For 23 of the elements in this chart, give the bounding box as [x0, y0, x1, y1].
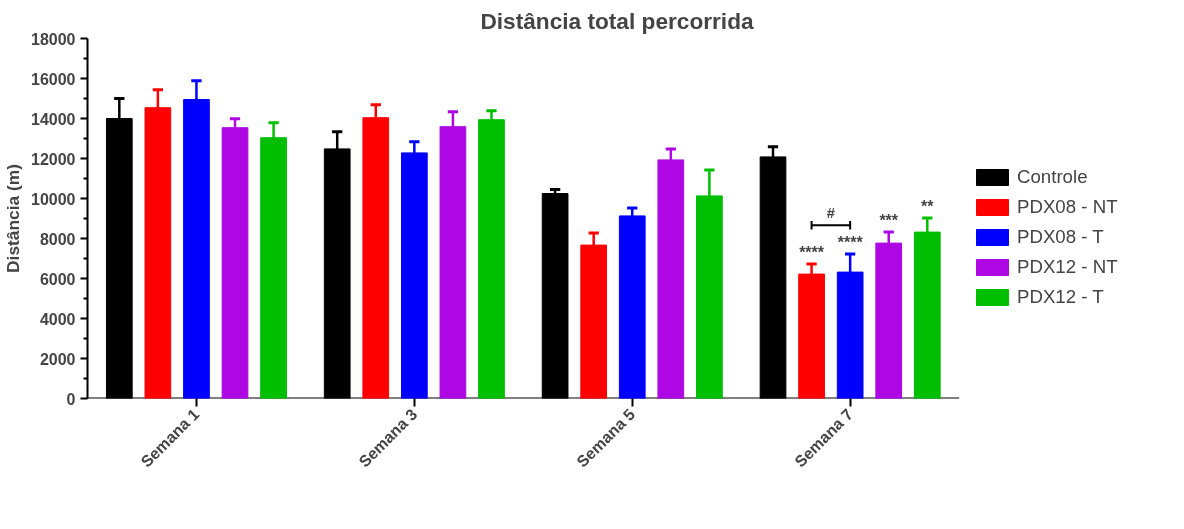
legend-label: Controle [1017, 166, 1088, 188]
chart-title: Distância total percorrida [480, 7, 755, 34]
y-tick-label: 4000 [39, 310, 76, 328]
y-axis-title: Distância (m) [3, 164, 24, 273]
data-label: **** [799, 244, 825, 262]
y-tick-label: 6000 [39, 270, 76, 288]
bar [541, 193, 569, 399]
data-label: **** [837, 234, 864, 252]
y-tick-label: 16000 [31, 70, 76, 88]
y-tick-label: 10000 [31, 190, 76, 208]
y-tick-label: 14000 [31, 110, 76, 128]
y-tick-label: 2000 [39, 350, 76, 368]
annotation: # [826, 205, 835, 222]
data-label: *** [879, 212, 899, 230]
y-tick-label: 8000 [39, 230, 76, 248]
legend-label: PDX12 - T [1017, 286, 1104, 308]
data-label: ** [921, 197, 935, 215]
y-tick-label: 18000 [31, 30, 76, 48]
legend-label: PDX12 - NT [1017, 256, 1118, 278]
legend-label: PDX08 - NT [1017, 196, 1118, 218]
y-tick-label: 0 [66, 390, 76, 408]
y-tick-label: 12000 [31, 150, 76, 168]
legend-label: PDX08 - T [1017, 226, 1104, 248]
